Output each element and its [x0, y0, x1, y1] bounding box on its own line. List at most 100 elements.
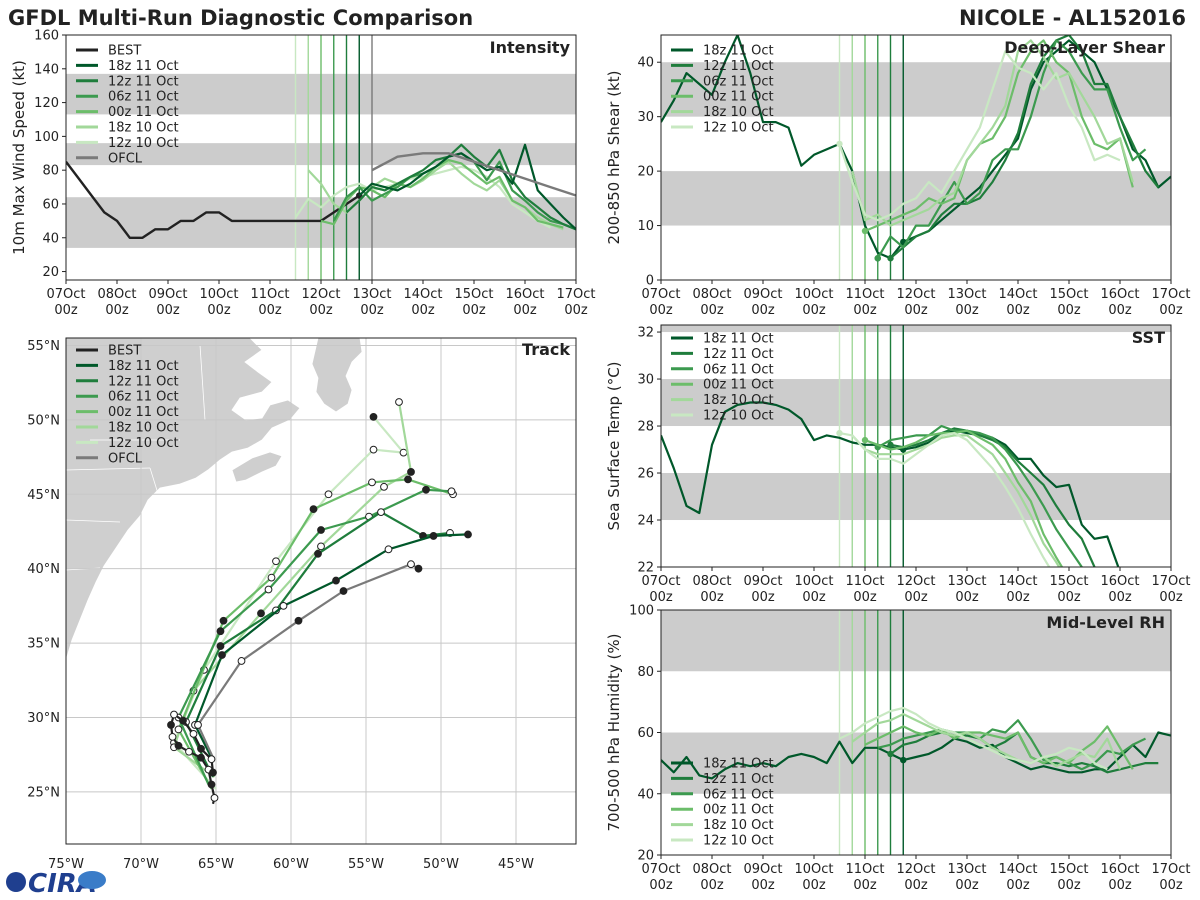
storm-title: NICOLE - AL152016 [959, 6, 1186, 30]
threshold-band [661, 62, 1171, 117]
x-tick-label: 00z [955, 878, 979, 893]
series-line [358, 143, 576, 231]
x-tick-label: 17Oct [1151, 287, 1190, 302]
x-tick-label: 00z [564, 303, 588, 318]
track-point [294, 616, 303, 625]
x-tick-label: 13Oct [947, 287, 986, 302]
series-line [889, 35, 1160, 260]
track-point [407, 468, 415, 476]
x-tick-label: 00z [853, 878, 877, 893]
x-tick-label: 09Oct [743, 862, 782, 877]
legend-entry: 00z 11 Oct [703, 90, 774, 105]
y-tick-label: 0 [646, 274, 654, 289]
y-tick-label: 30 [637, 110, 654, 125]
x-tick-label: 15Oct [1049, 574, 1088, 589]
x-tick-label: 00z [802, 590, 826, 605]
graticule [66, 338, 576, 844]
x-tick-label: 08Oct [692, 862, 731, 877]
legend-entry: 06z 11 Oct [108, 90, 179, 105]
track-point [369, 445, 378, 454]
legend-entry: 12z 11 Oct [703, 59, 774, 74]
x-tick-label: 08Oct [692, 287, 731, 302]
track-point [447, 487, 456, 496]
x-tick-label: 08Oct [692, 574, 731, 589]
y-tick-label: 28 [637, 420, 654, 435]
lat-label: 40°N [27, 562, 60, 577]
track-point [317, 526, 325, 534]
track-point [399, 448, 408, 457]
x-tick-label: 00z [904, 590, 928, 605]
legend-entry: 12z 10 Oct [703, 409, 774, 424]
x-tick-label: 15Oct [1049, 862, 1088, 877]
x-tick-label: 00z [904, 303, 928, 318]
map-frame [65, 337, 577, 845]
y-tick-label: 20 [637, 849, 654, 864]
y-tick-label: 80 [637, 665, 654, 680]
tracks [167, 398, 472, 805]
init-point [887, 255, 894, 262]
series [66, 143, 576, 240]
x-tick-label: 00z [700, 590, 724, 605]
series-line [851, 712, 1122, 770]
x-tick-label: 00z [207, 303, 231, 318]
series-line [320, 158, 564, 229]
x-tick-label: 13Oct [947, 574, 986, 589]
x-tick-label: 00z [802, 303, 826, 318]
track-point [377, 508, 385, 517]
x-tick-label: 10Oct [794, 287, 833, 302]
legend-entry: 18z 11 Oct [703, 757, 774, 772]
panel-title: Track [522, 340, 570, 359]
series-line [345, 143, 576, 231]
legend-entry: 12z 11 Oct [703, 347, 774, 362]
panel-title: SST [1132, 328, 1165, 347]
threshold-band [661, 610, 1171, 672]
y-axis-label: 10m Max Wind Speed (kt) [10, 60, 28, 255]
lon-label: 75°W [48, 857, 84, 872]
shear-panel: 01020304007Oct00z08Oct00z09Oct00z10Oct00… [605, 34, 1191, 318]
x-tick-label: 00z [853, 590, 877, 605]
x-tick-label: 00z [1006, 878, 1030, 893]
x-tick-label: 12Oct [896, 862, 935, 877]
x-tick-label: 00z [1057, 590, 1081, 605]
x-tick-label: 15Oct [454, 287, 493, 302]
y-tick-label: 140 [34, 62, 59, 77]
track-point [324, 490, 333, 499]
track-point [368, 478, 376, 487]
track-point [380, 482, 388, 491]
bands [661, 325, 1171, 521]
plot-area [661, 325, 1171, 567]
x-tick-label: 00z [751, 878, 775, 893]
track-point [170, 710, 178, 719]
x-tick-label: 00z [1057, 303, 1081, 318]
init-lines [294, 35, 373, 280]
series-line [66, 160, 360, 240]
x-tick-label: 00z [258, 303, 282, 318]
globe-icon [6, 872, 26, 892]
series-line [661, 731, 1171, 780]
y-tick-label: 100 [34, 130, 59, 145]
lat-label: 30°N [27, 711, 60, 726]
series-line [851, 39, 1134, 227]
y-tick-label: 60 [637, 726, 654, 741]
x-tick-label: 00z [751, 590, 775, 605]
x-tick-label: 16Oct [505, 287, 544, 302]
x-tick-label: 00z [360, 303, 384, 318]
track-point [185, 747, 193, 756]
legend-entry: 12z 10 Oct [703, 121, 774, 136]
track-line [184, 510, 451, 778]
x-tick-label: 07Oct [641, 574, 680, 589]
nova-scotia-land [231, 451, 283, 483]
intensity-panel: 2040608010012014016007Oct00z08Oct00z09Oc… [10, 29, 596, 319]
x-tick-label: 00z [751, 303, 775, 318]
legend-entry: 18z 10 Oct [703, 818, 774, 833]
x-tick-label: 00z [649, 303, 673, 318]
track-point [207, 780, 216, 789]
series-line [294, 165, 552, 229]
track-point [279, 601, 288, 610]
legend-entry: BEST [108, 44, 141, 59]
x-tick-label: 00z [54, 303, 78, 318]
lat-label: 25°N [27, 785, 60, 800]
track-point [414, 564, 423, 573]
threshold-band [661, 473, 1171, 521]
newfoundland-land [311, 338, 363, 413]
